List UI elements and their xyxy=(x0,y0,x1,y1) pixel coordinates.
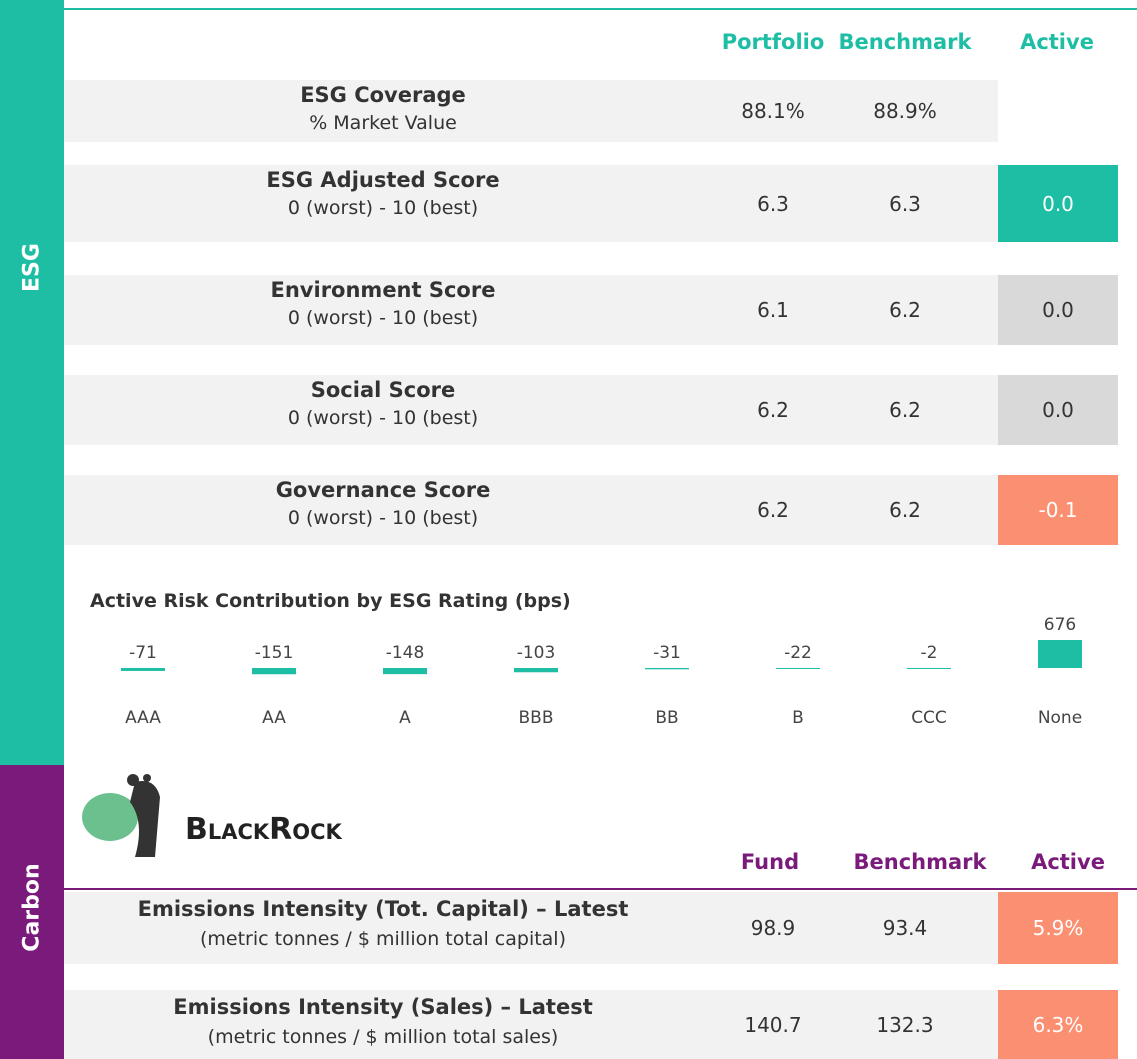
value-label: -31 xyxy=(653,643,681,663)
benchmark-value: 93.4 xyxy=(845,916,965,940)
value-label: -71 xyxy=(129,643,157,663)
row-title: Emissions Intensity (Sales) – Latest xyxy=(83,995,683,1019)
benchmark-value: 132.3 xyxy=(845,1013,965,1037)
column-header: Active xyxy=(978,850,1137,874)
x-tick-label: CCC xyxy=(911,708,947,728)
x-tick-label: None xyxy=(1038,708,1082,728)
x-tick-label: BB xyxy=(655,708,678,728)
carbon-rule xyxy=(64,888,1137,890)
bar xyxy=(1038,640,1082,668)
value-label: -148 xyxy=(386,643,425,663)
value-label: -151 xyxy=(255,643,294,663)
row-subtitle: (metric tonnes / $ million total capital… xyxy=(83,928,683,950)
row-title: Emissions Intensity (Tot. Capital) – Lat… xyxy=(83,897,683,921)
bar xyxy=(776,668,820,669)
row-subtitle: (metric tonnes / $ million total sales) xyxy=(83,1026,683,1048)
fund-value: 140.7 xyxy=(713,1013,833,1037)
bar xyxy=(121,668,165,671)
x-tick-label: B xyxy=(792,708,804,728)
bar xyxy=(645,668,689,669)
active-value: 6.3% xyxy=(998,1013,1118,1037)
esg-carbon-report: ESGCarbonPortfolioBenchmarkActiveESG Cov… xyxy=(0,0,1137,1059)
value-label: -2 xyxy=(921,643,938,663)
bar xyxy=(514,668,558,672)
logo-text: BlackRock xyxy=(185,812,342,847)
x-tick-label: AA xyxy=(262,708,286,728)
bar xyxy=(907,668,951,669)
x-tick-label: A xyxy=(399,708,411,728)
x-tick-label: BBB xyxy=(519,708,554,728)
bar xyxy=(383,668,427,674)
section-label: Carbon xyxy=(20,838,45,978)
fund-value: 98.9 xyxy=(713,916,833,940)
rating-chart: AAA -71 AA -151 A -148 BBB -103 BB -31 B -22 CCC -2 No… xyxy=(0,0,1137,760)
value-label: -103 xyxy=(517,643,556,663)
active-value: 5.9% xyxy=(998,916,1118,940)
value-label: -22 xyxy=(784,643,812,663)
x-tick-label: AAA xyxy=(125,708,161,728)
bar xyxy=(252,668,296,674)
footprint-logo xyxy=(75,772,195,862)
value-label: 676 xyxy=(1044,615,1076,635)
